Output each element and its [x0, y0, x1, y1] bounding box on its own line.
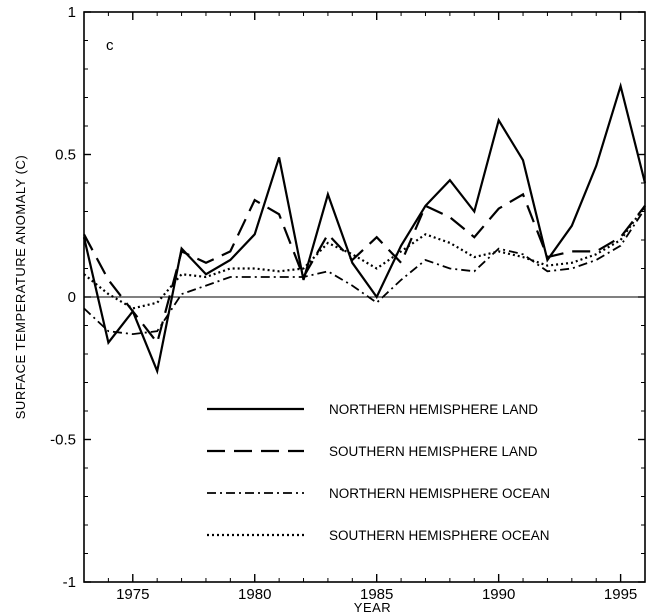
x-tick-label: 1990 — [482, 586, 515, 603]
legend-label-2: SOUTHERN HEMISPHERE LAND — [329, 444, 538, 459]
legend-label-4: SOUTHERN HEMISPHERE OCEAN — [329, 528, 550, 543]
y-tick-label: -1 — [63, 574, 76, 591]
y-tick-label: 1 — [68, 4, 76, 21]
series-lines — [82, 82, 647, 375]
y-tick-label: -0.5 — [50, 432, 76, 449]
y-tick-label: 0 — [68, 289, 76, 306]
y-tick-label: 0.5 — [55, 147, 76, 164]
x-tick-label: 1975 — [116, 586, 149, 603]
legend-label-3: NORTHERN HEMISPHERE OCEAN — [329, 486, 550, 501]
y-axis-label: SURFACE TEMPERATURE ANOMALY (C) — [13, 155, 28, 419]
series-line-4 — [83, 205, 646, 310]
legend-label-1: NORTHERN HEMISPHERE LAND — [329, 402, 538, 417]
x-tick-label: 1985 — [360, 586, 393, 603]
axis-ticks: -1 -0.5 0 0.5 1 1975 1980 1985 1990 1995 — [50, 4, 646, 603]
series-line-1 — [82, 82, 647, 375]
panel-label: c — [106, 37, 114, 54]
x-axis-label: YEAR — [354, 600, 391, 615]
x-tick-label: 1995 — [604, 586, 637, 603]
series-line-2 — [83, 192, 646, 346]
x-tick-label: 1980 — [238, 586, 271, 603]
legend: NORTHERN HEMISPHERE LAND SOUTHERN HEMISPH… — [207, 402, 550, 543]
series-line-3 — [83, 208, 646, 336]
